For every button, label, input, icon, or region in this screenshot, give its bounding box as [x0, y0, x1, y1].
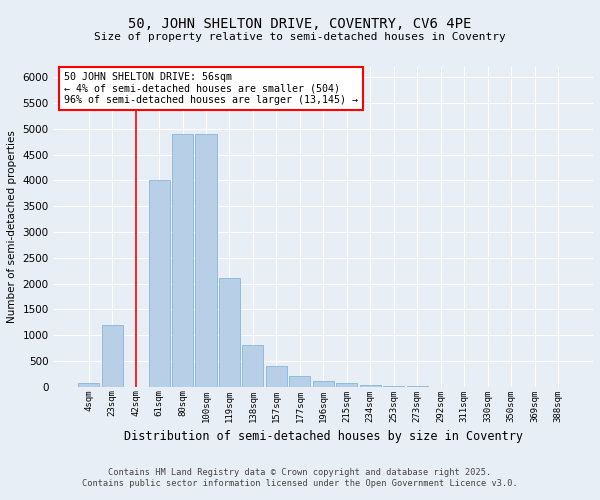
Bar — [313, 380, 334, 386]
Bar — [219, 278, 240, 386]
Bar — [149, 180, 170, 386]
Text: 50, JOHN SHELTON DRIVE, COVENTRY, CV6 4PE: 50, JOHN SHELTON DRIVE, COVENTRY, CV6 4P… — [128, 18, 472, 32]
Text: Contains HM Land Registry data © Crown copyright and database right 2025.
Contai: Contains HM Land Registry data © Crown c… — [82, 468, 518, 487]
Bar — [196, 134, 217, 386]
Text: Size of property relative to semi-detached houses in Coventry: Size of property relative to semi-detach… — [94, 32, 506, 42]
Y-axis label: Number of semi-detached properties: Number of semi-detached properties — [7, 130, 17, 324]
Bar — [78, 382, 99, 386]
Text: 50 JOHN SHELTON DRIVE: 56sqm
← 4% of semi-detached houses are smaller (504)
96% : 50 JOHN SHELTON DRIVE: 56sqm ← 4% of sem… — [64, 72, 358, 105]
Bar — [242, 346, 263, 387]
Bar — [266, 366, 287, 386]
Bar — [289, 376, 310, 386]
Bar — [172, 134, 193, 386]
Bar — [360, 385, 381, 386]
Bar — [336, 382, 358, 386]
Bar — [101, 325, 123, 386]
X-axis label: Distribution of semi-detached houses by size in Coventry: Distribution of semi-detached houses by … — [124, 430, 523, 443]
